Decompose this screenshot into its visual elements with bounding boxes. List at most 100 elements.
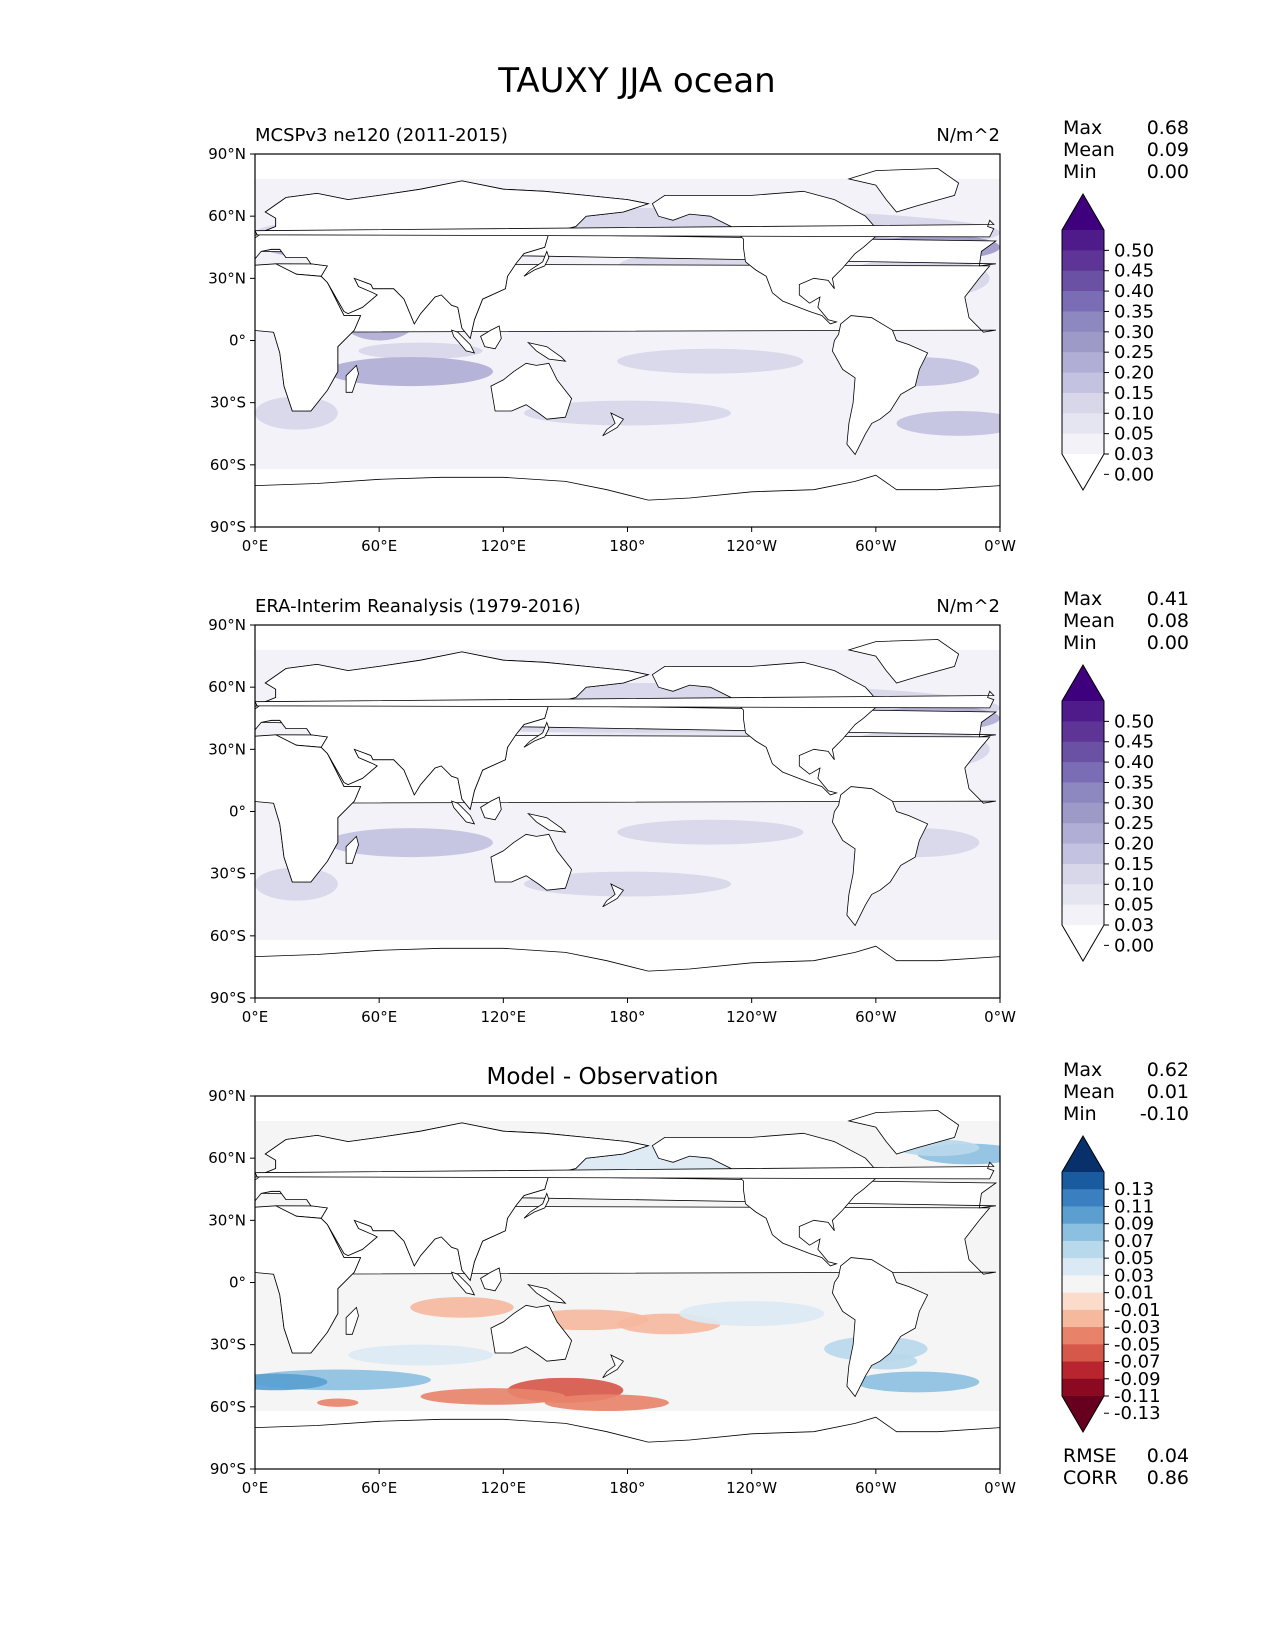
colorbar-tick-label: 0.35 [1114,301,1154,322]
lon-tick-label: 120°W [726,1008,777,1026]
stat-label: Min [1063,161,1097,183]
lon-tick-label: 0°W [984,537,1016,555]
land-nz [602,883,625,908]
colorbar-tick-label: -0.01 [1114,1300,1161,1321]
contour-blob [544,1394,669,1411]
colorbar-segment [1062,741,1104,763]
colorbar-segment [1062,843,1104,865]
colorbar-segment [1062,352,1104,374]
panel-obs: 90°N 60°N 30°N 0° 30°S 60°S 90°S0°E 60°E 120°E 18… [208,588,1189,1026]
colorbar-tick-label: 0.01 [1114,1283,1154,1304]
lon-tick-label: 120°E [481,1008,527,1026]
colorbar-extend-top [1062,665,1104,701]
lon-tick-label: 0°W [984,1479,1016,1497]
colorbar-tick-label: 0.03 [1114,1265,1154,1286]
stat-label: Mean [1063,1081,1115,1103]
land-eurasia [255,1122,650,1282]
colorbar-segment [1062,1189,1104,1207]
colorbar-tick-label: 0.07 [1114,1231,1154,1252]
land-borneo [480,325,502,350]
lon-tick-label: 180° [609,1479,645,1497]
lon-tick-label: 60°E [361,1479,397,1497]
land-samerica [831,1257,929,1398]
land-namerica [651,1132,881,1267]
land-japan [523,250,550,277]
stat-value: 0.41 [1147,588,1189,610]
colorbar-segment [1062,1223,1104,1242]
colorbar-tick-label: 0.50 [1114,240,1154,261]
colorbar-segment [1062,802,1104,824]
figure-title: TAUXY JJA ocean [497,61,775,101]
coastlines [255,168,1000,527]
lon-tick-label: 0°E [242,1479,269,1497]
lon-tick-label: 60°E [361,1008,397,1026]
contour-blob [255,867,338,901]
panel-title-center: Model - Observation [486,1064,718,1090]
land-africa [255,1205,362,1354]
stat-value: 0.62 [1147,1059,1189,1081]
stat-label: Min [1063,632,1097,654]
lat-tick-label: 30°S [210,394,246,412]
land-australia [490,362,573,420]
stat-label: Mean [1063,610,1115,632]
contour-blob [420,1388,566,1405]
extra-stat-value: 0.86 [1147,1467,1189,1489]
colorbar-tick-label: 0.30 [1114,322,1154,343]
land-africa [255,734,362,883]
colorbar-tick-label: 0.09 [1114,1214,1154,1235]
colorbar-tick-label: 0.05 [1114,1248,1154,1269]
lat-tick-label: 60°N [208,678,246,696]
colorbar-tick-label: 0.10 [1114,403,1154,424]
land-namerica [651,661,881,796]
colorbar: 0.500.450.400.350.300.250.200.150.100.05… [1061,664,1154,962]
colorbar-segment [1062,1309,1104,1328]
stat-label: Max [1063,117,1102,139]
contour-blob [410,1297,514,1318]
stat-value: 0.00 [1147,632,1189,654]
colorbar-segment [1062,863,1104,885]
land-madagascar [345,1306,359,1335]
panel-units: N/m^2 [936,125,1000,146]
colorbar-segment [1062,372,1104,394]
colorbar-tick-label: 0.25 [1114,813,1154,834]
lon-tick-label: 120°E [481,537,527,555]
contour-blob [617,348,804,374]
lat-tick-label: 30°N [208,740,246,758]
lon-tick-label: 0°E [242,1008,269,1026]
lon-tick-label: 120°W [726,537,777,555]
land-japan [523,721,550,748]
colorbar-tick-label: 0.40 [1114,281,1154,302]
colorbar-tick-label: 0.30 [1114,793,1154,814]
lon-tick-label: 60°W [855,1479,897,1497]
colorbar-segment [1062,291,1104,312]
colorbar-tick-label: -0.13 [1114,1403,1161,1424]
land-newguinea [526,1283,567,1304]
stat-value: 0.08 [1147,610,1189,632]
coastlines [255,1110,1000,1469]
stat-label: Max [1063,1059,1102,1081]
colorbar-extend-top [1062,194,1104,230]
colorbar-segment [1062,762,1104,783]
lon-tick-label: 0°W [984,1008,1016,1026]
lat-tick-label: 30°N [208,1211,246,1229]
lat-tick-label: 0° [229,803,246,821]
contour-blob [679,1301,825,1327]
land-newguinea [526,812,567,833]
lon-tick-label: 60°E [361,537,397,555]
land-namerica [651,190,881,325]
land-japan [523,1192,550,1219]
colorbar-tick-label: -0.03 [1114,1317,1161,1338]
land-eurasia [255,651,650,811]
lon-tick-label: 120°E [481,1479,527,1497]
stat-value: 0.00 [1147,161,1189,183]
colorbar-segment [1062,230,1104,251]
colorbar-tick-label: 0.15 [1114,854,1154,875]
lat-tick-label: 30°S [210,865,246,883]
colorbar-tick-label: 0.20 [1114,363,1154,384]
land-samerica [831,315,929,456]
colorbar-segment [1062,823,1104,845]
lon-tick-label: 60°W [855,537,897,555]
panel-units: N/m^2 [936,596,1000,617]
colorbar-segment [1062,311,1104,333]
